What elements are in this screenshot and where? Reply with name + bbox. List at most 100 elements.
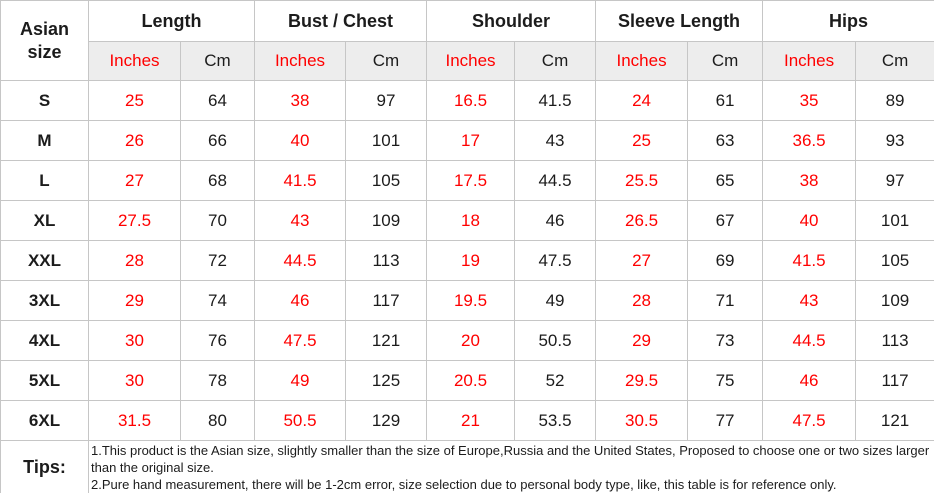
cm-value: 125 (344, 360, 428, 401)
cm-value: 77 (687, 400, 764, 441)
cm-value: 71 (687, 280, 764, 321)
cm-value: 78 (180, 360, 255, 401)
inches-value: 20.5 (426, 360, 516, 401)
inches-value: 27 (88, 160, 181, 201)
tips-row: Tips: 1.This product is the Asian size, … (0, 440, 934, 493)
cm-value: 76 (180, 320, 255, 361)
cm-value: 117 (855, 360, 934, 401)
inches-value: 44.5 (254, 240, 346, 281)
cm-value: 97 (344, 80, 428, 121)
unit-header-cm: Cm (344, 41, 428, 81)
cm-value: 75 (687, 360, 764, 401)
inches-value: 24 (595, 80, 689, 121)
inches-value: 28 (595, 280, 689, 321)
cm-value: 105 (855, 240, 934, 281)
size-label: M (0, 120, 89, 161)
cm-value: 121 (344, 320, 428, 361)
cm-value: 89 (855, 80, 934, 121)
cm-value: 61 (687, 80, 764, 121)
cm-value: 80 (180, 400, 255, 441)
inches-value: 19.5 (426, 280, 516, 321)
inches-value: 30.5 (595, 400, 689, 441)
group-header-sleeve-length: Sleeve Length (595, 0, 764, 42)
cm-value: 101 (344, 120, 428, 161)
cm-value: 49 (514, 280, 597, 321)
inches-value: 27.5 (88, 200, 181, 241)
inches-value: 29 (595, 320, 689, 361)
cm-value: 63 (687, 120, 764, 161)
table-row: S 25 64 38 97 16.5 41.5 24 61 35 89 (0, 80, 934, 121)
tips-line-1: 1.This product is the Asian size, slight… (91, 443, 930, 475)
inches-value: 50.5 (254, 400, 346, 441)
cm-value: 64 (180, 80, 255, 121)
inches-value: 21 (426, 400, 516, 441)
unit-header-cm: Cm (514, 41, 597, 81)
inches-value: 46 (762, 360, 857, 401)
inches-value: 26 (88, 120, 181, 161)
group-header-shoulder: Shoulder (426, 0, 597, 42)
inches-value: 35 (762, 80, 857, 121)
cm-value: 113 (855, 320, 934, 361)
group-header-bust-chest: Bust / Chest (253, 0, 428, 42)
table-row: M 26 66 40 101 17 43 25 63 36.5 93 (0, 120, 934, 161)
inches-value: 20 (426, 320, 516, 361)
inches-value: 38 (254, 80, 346, 121)
unit-header-cm: Cm (687, 41, 764, 81)
size-label: S (0, 80, 89, 121)
cm-value: 109 (344, 200, 428, 241)
cm-value: 52 (514, 360, 597, 401)
unit-header-inches: Inches (88, 41, 181, 81)
table-row: 4XL 30 76 47.5 121 20 50.5 29 73 44.5 113 (0, 320, 934, 361)
inches-value: 31.5 (88, 400, 181, 441)
cm-value: 41.5 (514, 80, 597, 121)
cm-value: 121 (855, 400, 934, 441)
inches-value: 17.5 (426, 160, 516, 201)
cm-value: 129 (344, 400, 428, 441)
table-row: 5XL 30 78 49 125 20.5 52 29.5 75 46 117 (0, 360, 934, 401)
cm-value: 50.5 (514, 320, 597, 361)
cm-value: 101 (855, 200, 934, 241)
inches-value: 38 (762, 160, 857, 201)
cm-value: 105 (344, 160, 428, 201)
inches-value: 40 (254, 120, 346, 161)
inches-value: 18 (426, 200, 516, 241)
inches-value: 36.5 (762, 120, 857, 161)
cm-value: 117 (344, 280, 428, 321)
inches-value: 29 (88, 280, 181, 321)
inches-value: 17 (426, 120, 516, 161)
inches-value: 30 (88, 360, 181, 401)
cm-value: 66 (180, 120, 255, 161)
inches-value: 46 (254, 280, 346, 321)
inches-value: 27 (595, 240, 689, 281)
group-header-hips: Hips (762, 0, 934, 42)
inches-value: 26.5 (595, 200, 689, 241)
size-label: XXL (0, 240, 89, 281)
inches-value: 47.5 (762, 400, 857, 441)
cm-value: 65 (687, 160, 764, 201)
size-label: 6XL (0, 400, 89, 441)
table-row: 3XL 29 74 46 117 19.5 49 28 71 43 109 (0, 280, 934, 321)
size-label: XL (0, 200, 89, 241)
cm-value: 67 (687, 200, 764, 241)
inches-value: 30 (88, 320, 181, 361)
cm-value: 47.5 (514, 240, 597, 281)
table-row: 6XL 31.5 80 50.5 129 21 53.5 30.5 77 47.5 121 (0, 400, 934, 441)
cm-value: 44.5 (514, 160, 597, 201)
inches-value: 40 (762, 200, 857, 241)
group-header-row: Asian size Length Bust / Chest Shoulder … (0, 0, 934, 81)
unit-header-row: Inches Cm Inches Cm Inches Cm Inches Cm … (1, 41, 934, 81)
cm-value: 43 (514, 120, 597, 161)
cm-value: 53.5 (514, 400, 597, 441)
size-label: L (0, 160, 89, 201)
cm-value: 72 (180, 240, 255, 281)
cm-value: 93 (855, 120, 934, 161)
inches-value: 47.5 (254, 320, 346, 361)
unit-header-inches: Inches (762, 41, 857, 81)
inches-value: 43 (254, 200, 346, 241)
inches-value: 44.5 (762, 320, 857, 361)
cm-value: 70 (180, 200, 255, 241)
inches-value: 28 (88, 240, 181, 281)
cm-value: 97 (855, 160, 934, 201)
tips-section: Tips: 1.This product is the Asian size, … (0, 440, 934, 493)
tips-text: 1.This product is the Asian size, slight… (87, 440, 934, 493)
